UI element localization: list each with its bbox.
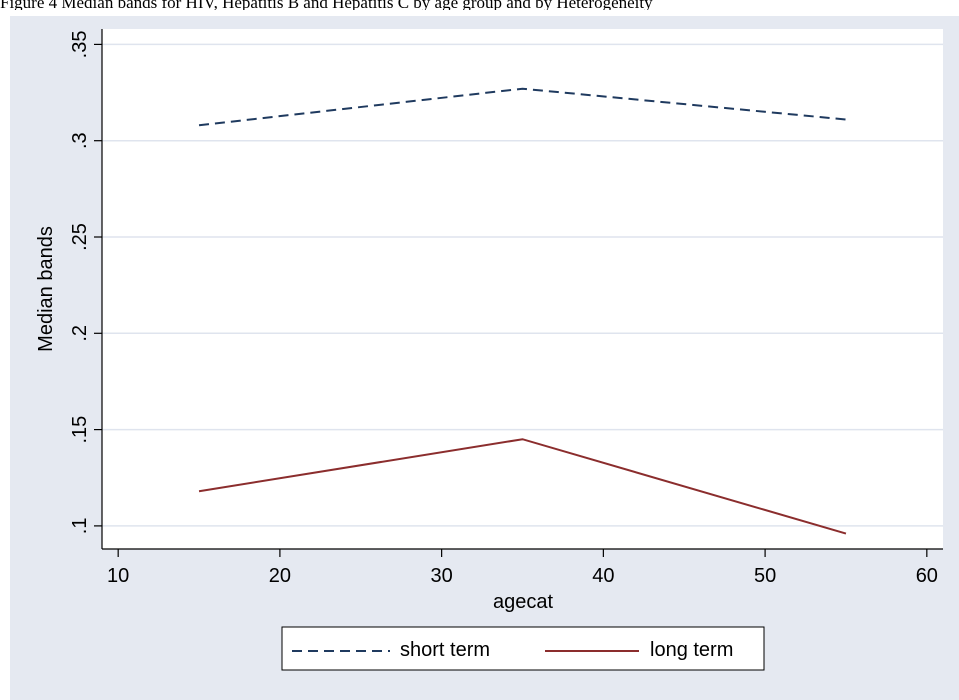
- legend: short term long term: [281, 626, 765, 671]
- y-tick-label: .15: [69, 416, 91, 444]
- x-ticks: 10 20 30 40 50 60: [107, 549, 938, 587]
- y-tick-label: .3: [69, 132, 91, 149]
- gridlines: [102, 43, 943, 527]
- x-tick-label: 30: [431, 565, 453, 587]
- y-tick-label: .35: [69, 31, 91, 59]
- x-tick-label: 20: [269, 565, 291, 587]
- plot-area: [102, 29, 943, 549]
- axes: [101, 29, 943, 550]
- y-axis-title: Median bands: [35, 226, 57, 352]
- x-tick-label: 50: [754, 565, 776, 587]
- y-ticks: .1 .15 .2 .25 .3 .35: [69, 31, 102, 535]
- legend-label-long-term: long term: [650, 639, 733, 661]
- legend-label-short-term: short term: [400, 639, 490, 661]
- legend-box: [281, 626, 765, 671]
- series-line-short-term: [198, 87, 847, 127]
- x-tick-label: 40: [592, 565, 614, 587]
- x-axis-title: agecat: [493, 591, 553, 613]
- series-line-long-term: [198, 438, 847, 535]
- series-layer: [198, 87, 847, 535]
- y-tick-label: .25: [69, 223, 91, 251]
- figure-caption-fragment: Figure 4 Median bands for HIV, Hepatitis…: [0, 0, 959, 10]
- y-tick-label: .2: [69, 325, 91, 342]
- x-tick-label: 10: [107, 565, 129, 587]
- x-tick-label: 60: [916, 565, 938, 587]
- y-tick-label: .1: [69, 518, 91, 535]
